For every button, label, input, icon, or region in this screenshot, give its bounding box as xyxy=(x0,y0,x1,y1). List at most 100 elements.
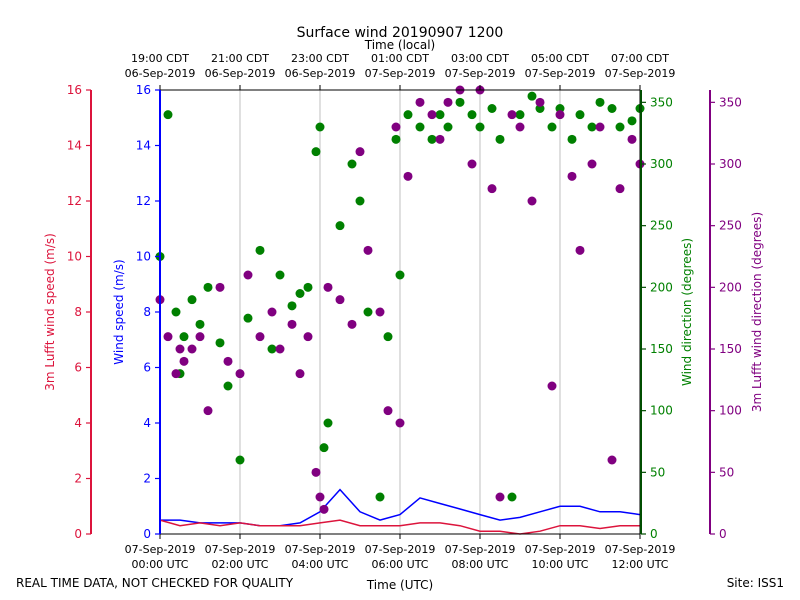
x-tick-label-date-1: 07-Sep-2019 xyxy=(205,543,276,556)
3m-lufft-wind-direction-point-39 xyxy=(495,492,505,502)
3m-lufft-wind-direction-point-2 xyxy=(171,369,181,379)
top-tick-label-date-5: 07-Sep-2019 xyxy=(525,67,596,80)
x-axis-label: Time (UTC) xyxy=(366,578,433,592)
wind-direction-point-25 xyxy=(363,307,373,317)
speed-tick-label-6: 12 xyxy=(136,194,151,208)
x-tick-label-time-0: 00:00 UTC xyxy=(131,558,188,571)
3m-lufft-wind-direction-point-20 xyxy=(319,504,329,514)
3m-lufft-wind-direction-point-25 xyxy=(363,245,373,255)
3m-lufft-wind-direction-point-1 xyxy=(163,332,173,342)
3m-lufft-wind-direction-point-27 xyxy=(383,406,393,416)
series-layer xyxy=(155,85,645,535)
wind-direction-point-28 xyxy=(391,134,401,144)
lufft_direction-tick-label-4: 200 xyxy=(719,280,742,294)
speed-tick-label-8: 16 xyxy=(136,83,151,97)
3m-lufft-wind-direction-point-34 xyxy=(443,97,453,107)
axes-ticks-layer: 07-Sep-2019 00:00 UTC 07-Sep-2019 02:00 UTC… xyxy=(67,52,742,571)
x-tick-label-time-2: 04:00 UTC xyxy=(291,558,348,571)
3m-lufft-wind-direction-point-5 xyxy=(187,344,197,354)
3m-lufft-wind-direction-point-29 xyxy=(395,418,405,428)
x-tick-label-time-6: 12:00 UTC xyxy=(611,558,668,571)
lufft_direction-tick-label-1: 50 xyxy=(719,465,734,479)
wind-direction-point-24 xyxy=(355,196,365,206)
direction-tick-label-6: 300 xyxy=(650,157,673,171)
wind-direction-point-5 xyxy=(187,295,197,305)
wind-direction-point-1 xyxy=(163,110,173,120)
wind-direction-point-7 xyxy=(203,282,213,292)
3m-lufft-wind-direction-point-19 xyxy=(315,492,325,502)
3m-lufft-wind-direction-point-49 xyxy=(595,122,605,132)
speed-tick-label-2: 4 xyxy=(143,416,151,430)
wind-direction-point-17 xyxy=(303,282,313,292)
x-tick-label-date-6: 07-Sep-2019 xyxy=(605,543,676,556)
direction-tick-label-4: 200 xyxy=(650,280,673,294)
3m-lufft-wind-direction-point-26 xyxy=(375,307,385,317)
3m-lufft-wind-direction-point-33 xyxy=(435,134,445,144)
lufft_direction-tick-label-2: 100 xyxy=(719,404,742,418)
3m-lufft-wind-direction-point-38 xyxy=(487,184,497,194)
x-tick-label-date-4: 07-Sep-2019 xyxy=(445,543,516,556)
wind-direction-point-47 xyxy=(575,110,585,120)
wind-direction-point-52 xyxy=(627,116,637,126)
3m-lufft-wind-direction-point-23 xyxy=(347,319,357,329)
top-tick-label-date-0: 06-Sep-2019 xyxy=(125,67,196,80)
wind-direction-point-48 xyxy=(587,122,597,132)
wind-direction-point-45 xyxy=(555,104,565,113)
top-tick-label-date-2: 06-Sep-2019 xyxy=(285,67,356,80)
3m-lufft-wind-speed-line xyxy=(159,519,640,535)
wind-direction-point-34 xyxy=(443,122,453,132)
wind-direction-point-6 xyxy=(195,319,205,329)
direction-tick-label-5: 250 xyxy=(650,219,673,233)
lufft_speed-tick-label-2: 4 xyxy=(74,416,82,430)
wind-direction-point-44 xyxy=(547,122,557,132)
lufft_direction-tick-label-6: 300 xyxy=(719,157,742,171)
3m-lufft-wind-direction-point-18 xyxy=(311,467,321,477)
top-tick-label-date-4: 07-Sep-2019 xyxy=(445,67,516,80)
wind-direction-point-21 xyxy=(323,418,333,428)
3m-lufft-wind-direction-point-13 xyxy=(267,307,277,317)
3m-lufft-wind-direction-point-51 xyxy=(615,184,625,194)
3m-lufft-wind-direction-point-31 xyxy=(415,97,425,107)
wind-direction-point-42 xyxy=(527,91,537,101)
x-tick-label-date-0: 07-Sep-2019 xyxy=(125,543,196,556)
wind-direction-point-10 xyxy=(235,455,245,465)
lufft-speed-axis-label: 3m Lufft wind speed (m/s) xyxy=(43,233,57,391)
wind-direction-point-4 xyxy=(179,332,189,342)
lufft_speed-tick-label-5: 10 xyxy=(67,250,82,264)
speed-tick-label-3: 6 xyxy=(143,361,151,375)
3m-lufft-wind-direction-point-14 xyxy=(275,344,285,354)
3m-lufft-wind-direction-point-3 xyxy=(175,344,185,354)
3m-lufft-wind-direction-point-6 xyxy=(195,332,205,342)
top-tick-label-time-1: 21:00 CDT xyxy=(211,52,269,65)
3m-lufft-wind-direction-point-8 xyxy=(215,282,225,292)
wind-direction-point-39 xyxy=(495,134,505,144)
3m-lufft-wind-direction-point-15 xyxy=(287,319,297,329)
3m-lufft-wind-direction-point-45 xyxy=(555,110,565,120)
lufft_direction-tick-label-3: 150 xyxy=(719,342,742,356)
3m-lufft-wind-direction-point-7 xyxy=(203,406,213,416)
3m-lufft-wind-direction-point-46 xyxy=(567,171,577,181)
wind-direction-point-27 xyxy=(383,332,393,342)
wind-direction-point-38 xyxy=(487,104,497,113)
top-axis-label: Time (local) xyxy=(364,38,436,52)
top-tick-label-time-5: 05:00 CDT xyxy=(531,52,589,65)
3m-lufft-wind-direction-point-4 xyxy=(179,356,189,366)
3m-lufft-wind-direction-point-28 xyxy=(391,122,401,132)
3m-lufft-wind-direction-point-16 xyxy=(295,369,305,379)
3m-lufft-wind-direction-point-40 xyxy=(507,110,517,120)
wind-direction-point-14 xyxy=(275,270,285,280)
direction-axis-label: Wind direction (degrees) xyxy=(680,238,694,386)
speed-tick-label-0: 0 xyxy=(143,527,151,541)
wind-direction-point-20 xyxy=(319,443,329,453)
3m-lufft-wind-direction-point-42 xyxy=(527,196,537,206)
wind-direction-point-30 xyxy=(403,110,413,120)
lufft_speed-tick-label-4: 8 xyxy=(74,305,82,319)
x-tick-label-date-2: 07-Sep-2019 xyxy=(285,543,356,556)
3m-lufft-wind-direction-point-21 xyxy=(323,282,333,292)
3m-lufft-wind-direction-point-11 xyxy=(243,270,253,280)
wind-direction-point-16 xyxy=(295,289,305,298)
wind-direction-point-12 xyxy=(255,245,265,255)
3m-lufft-wind-direction-point-12 xyxy=(255,332,265,342)
wind-direction-point-33 xyxy=(435,110,445,120)
